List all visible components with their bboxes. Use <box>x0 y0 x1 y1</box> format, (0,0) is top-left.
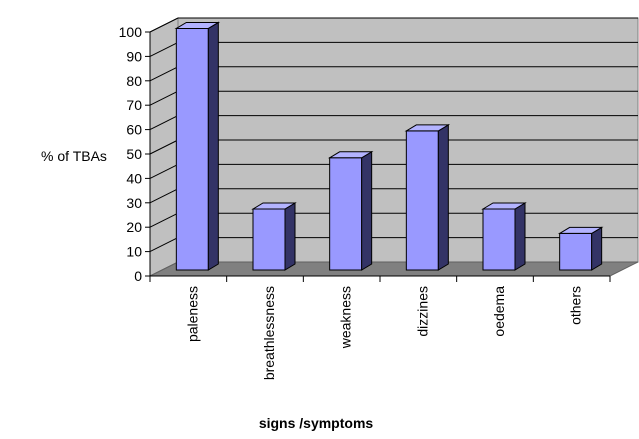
y-tick-label: 100 <box>119 24 143 40</box>
y-tick-label: 10 <box>126 244 142 260</box>
gridline-side <box>149 212 179 228</box>
axes <box>145 31 611 282</box>
bar-side <box>437 124 449 271</box>
x-tick-label: others <box>568 286 584 325</box>
bar <box>251 202 297 271</box>
bar-front <box>559 232 593 271</box>
bar-side <box>284 202 296 271</box>
bars <box>174 21 604 271</box>
bar-top <box>327 151 374 159</box>
y-axis-title: % of TBAs <box>41 148 107 164</box>
gridline-side <box>149 66 179 82</box>
bar-front <box>405 130 439 271</box>
y-tick-label: 90 <box>126 48 142 64</box>
gridline-side <box>149 90 179 106</box>
x-tick-label: breathlessness <box>261 286 277 380</box>
y-tick-label: 80 <box>126 73 142 89</box>
x-tick-label: weakness <box>338 286 354 349</box>
y-tick-labels: 0 10 20 30 40 50 60 70 80 90 100 <box>119 24 143 284</box>
bar-top <box>251 202 297 210</box>
gridline-side <box>149 188 179 204</box>
y-tick-label: 50 <box>126 146 142 162</box>
y-tick-label: 70 <box>126 97 142 113</box>
bar-top <box>557 226 604 234</box>
gridline-side <box>149 41 179 57</box>
y-tick-label: 40 <box>126 170 142 186</box>
bar-front <box>252 208 286 271</box>
bar <box>557 226 604 271</box>
y-tick-label: 0 <box>134 268 142 284</box>
bar <box>481 202 527 271</box>
bar-top <box>481 202 527 210</box>
bar <box>327 150 374 271</box>
bar-top <box>174 21 221 29</box>
bar-front <box>175 27 209 271</box>
bar-front <box>329 157 363 271</box>
bar-front <box>482 208 516 271</box>
gridline-side <box>149 17 179 33</box>
gridline-side <box>149 163 179 179</box>
bar <box>174 21 221 271</box>
bar-side <box>514 202 526 271</box>
x-tick-label: paleness <box>184 286 200 342</box>
bar-side <box>361 150 373 271</box>
y-tick-label: 30 <box>126 195 142 211</box>
gridline-side <box>149 139 179 155</box>
y-tick-label: 60 <box>126 122 142 138</box>
bar-side <box>591 226 603 271</box>
bar <box>404 124 451 271</box>
bar-side <box>207 21 219 271</box>
bar-top <box>404 124 451 132</box>
gridline-side <box>149 115 179 131</box>
x-tick-label: oedema <box>491 286 507 337</box>
gridline-side <box>149 237 179 253</box>
x-tick-label: dizzines <box>414 286 430 337</box>
x-tick-labels: paleness breathlessness weakness dizzines oe… <box>184 286 583 380</box>
y-tick-label: 20 <box>126 219 142 235</box>
x-axis-title: signs /symptoms <box>259 415 374 431</box>
